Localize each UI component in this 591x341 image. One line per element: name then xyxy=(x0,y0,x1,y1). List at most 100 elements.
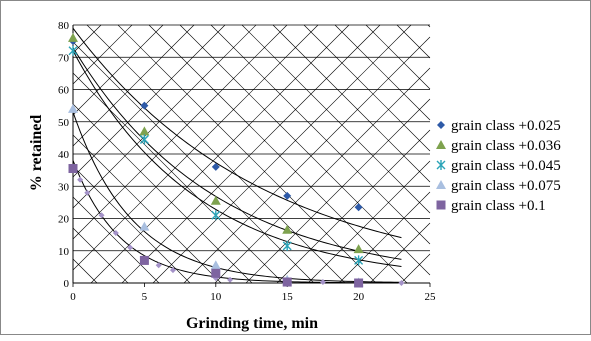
diagonal-gridline xyxy=(183,36,431,284)
y-tick-label: 80 xyxy=(58,20,70,32)
data-point-series-2 xyxy=(139,126,150,136)
data-point-series-5 xyxy=(354,278,364,288)
diagonal-gridline xyxy=(72,24,195,147)
x-tick-label: 5 xyxy=(142,291,148,303)
diagonal-gridline xyxy=(72,227,129,284)
legend-marker-series-5 xyxy=(436,200,446,210)
legend-label-series-5: grain class +0.1 xyxy=(451,198,546,214)
legend: grain class +0.025 grain class +0.036 grai… xyxy=(436,118,561,214)
extra-data-point xyxy=(127,244,134,251)
data-point-series-2 xyxy=(68,32,78,42)
diagonal-gridline xyxy=(72,165,191,284)
legend-marker-series-1 xyxy=(437,121,445,129)
data-point-series-4 xyxy=(210,260,221,270)
legend-label-series-1: grain class +0.025 xyxy=(451,118,561,134)
diagonal-gridline xyxy=(276,129,431,284)
diagonal-gridline xyxy=(334,24,431,121)
diagonal-gridline xyxy=(121,24,381,284)
diagonal-gridline xyxy=(72,24,102,54)
diagonal-gridline xyxy=(303,24,431,152)
data-point-series-5 xyxy=(139,255,149,265)
diagonal-gridline xyxy=(427,24,431,28)
legend-marker-series-3 xyxy=(436,160,446,170)
data-point-series-3 xyxy=(68,45,78,56)
diagonal-gridline xyxy=(72,24,133,85)
diagonal-gridline xyxy=(307,160,431,284)
diagonal-gridline xyxy=(72,41,315,284)
diagonal-gridline xyxy=(214,67,431,284)
y-tick-label: 60 xyxy=(58,85,70,97)
trendline xyxy=(72,160,402,284)
extra-data-point xyxy=(77,176,84,183)
diagonal-gridline xyxy=(72,134,222,284)
data-point-series-1 xyxy=(283,191,292,200)
data-point-series-1 xyxy=(140,101,149,110)
x-axis-title: Grinding time, min xyxy=(186,315,318,332)
data-point-series-3 xyxy=(211,210,221,221)
extra-data-point xyxy=(112,230,119,237)
plot-area: 0 10 20 30 40 50 60 70 80 0 5 10 15 20 25 xyxy=(58,20,436,303)
legend-label-series-4: grain class +0.075 xyxy=(451,178,561,194)
x-tick-label: 0 xyxy=(70,291,76,303)
extra-data-point xyxy=(319,279,326,286)
data-point-series-2 xyxy=(282,224,293,234)
diagonal-gridline xyxy=(90,24,350,284)
diagonal-gridline xyxy=(400,253,431,284)
x-tick-label: 15 xyxy=(282,291,294,303)
extra-data-point xyxy=(84,189,91,196)
legend-marker-series-4 xyxy=(436,180,446,189)
y-tick-label: 50 xyxy=(58,117,70,129)
diagonal-gridline xyxy=(396,24,431,59)
diagonal-gridline xyxy=(72,24,257,209)
y-tick-label: 30 xyxy=(58,181,70,193)
x-tick-label: 20 xyxy=(353,291,365,303)
diagonal-gridline xyxy=(179,24,431,276)
data-point-series-2 xyxy=(210,195,221,205)
data-point-series-5 xyxy=(68,164,78,174)
trendline xyxy=(72,50,402,268)
diagonal-gridline xyxy=(245,98,431,284)
extra-data-point xyxy=(398,280,405,286)
diagonal-gridline xyxy=(72,196,160,284)
legend-label-series-3: grain class +0.045 xyxy=(451,158,561,174)
diagonal-gridline xyxy=(148,24,408,284)
y-tick-label: 20 xyxy=(58,214,70,226)
legend-marker-series-2 xyxy=(436,140,446,149)
data-point-series-1 xyxy=(211,162,220,171)
trendline xyxy=(72,111,402,283)
y-tick-label: 40 xyxy=(58,149,70,161)
diagonal-gridline xyxy=(72,72,284,284)
x-tick-label: 25 xyxy=(425,291,437,303)
data-point-series-3 xyxy=(139,134,149,145)
diagonal-gridline xyxy=(117,24,377,284)
diagonal-gridline xyxy=(72,24,319,271)
y-tick-label: 0 xyxy=(64,278,70,290)
diagonal-gridline xyxy=(72,258,98,284)
diagonal-gridline xyxy=(72,24,164,116)
y-tick-label: 70 xyxy=(58,52,70,64)
diagonal-gridline xyxy=(72,103,253,284)
diagonal-gridline xyxy=(272,24,431,183)
extra-data-point xyxy=(227,276,234,283)
diagonal-gridline xyxy=(72,24,226,178)
diagonal-gridline xyxy=(152,24,412,284)
trendline xyxy=(72,27,402,239)
data-point-series-2 xyxy=(353,244,364,254)
diagonal-gridline xyxy=(241,24,431,214)
y-tick-label: 10 xyxy=(58,246,70,258)
diagonal-gridline xyxy=(86,24,346,284)
y-axis-title: % retained xyxy=(28,115,45,192)
data-point-series-5 xyxy=(211,268,221,278)
data-point-series-4 xyxy=(139,221,150,231)
diagonal-gridline xyxy=(338,191,431,284)
x-tick-label: 10 xyxy=(210,291,222,303)
trendline xyxy=(72,47,402,260)
legend-label-series-2: grain class +0.036 xyxy=(451,138,561,154)
extra-data-point xyxy=(155,262,162,269)
diagonal-gridline xyxy=(72,24,288,240)
data-point-series-3 xyxy=(282,240,292,251)
extra-data-point xyxy=(169,267,176,274)
data-point-series-4 xyxy=(68,103,78,113)
diagonal-gridline xyxy=(369,222,431,284)
